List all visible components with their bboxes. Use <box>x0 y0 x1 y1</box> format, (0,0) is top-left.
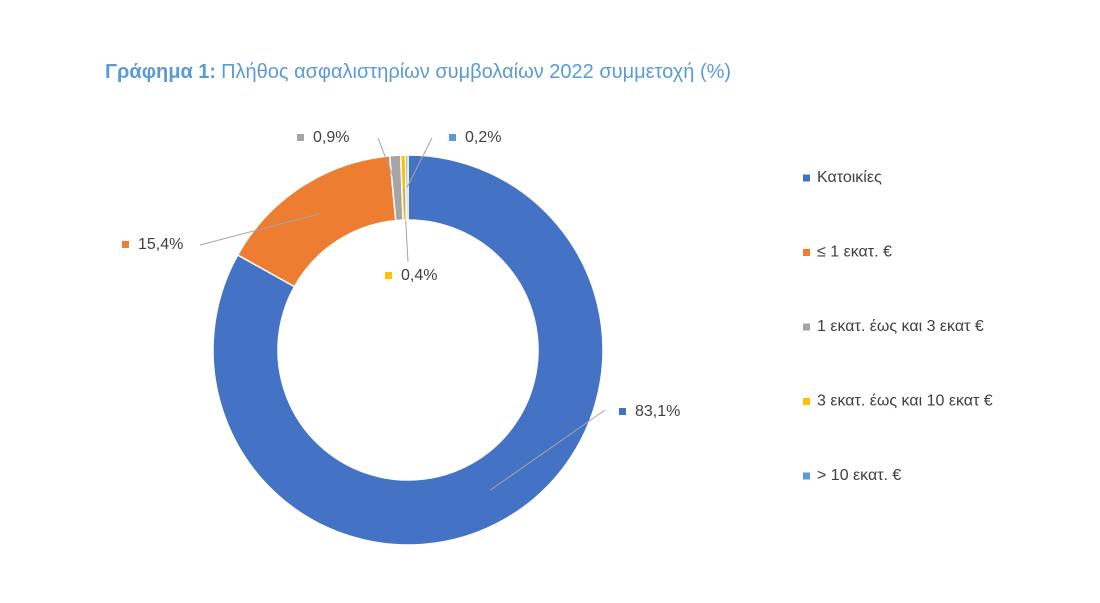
legend-marker <box>803 323 810 331</box>
chart-title: Γράφημα 1: Πλήθος ασφαλιστηρίων συμβολαίω… <box>105 61 731 83</box>
legend-label: 3 εκατ. έως και 10 εκατ € <box>817 393 993 410</box>
legend-marker <box>803 174 810 182</box>
donut-slice <box>404 154 409 221</box>
legend-label: Κατοικίες <box>817 169 882 186</box>
leader-line <box>377 137 398 189</box>
legend-marker <box>803 472 810 480</box>
data-label: 0,2% <box>465 129 501 146</box>
data-label: 0,9% <box>313 129 349 146</box>
legend-label: ≤ 1 εκατ. € <box>817 244 892 261</box>
label-marker <box>297 134 304 141</box>
label-marker <box>385 272 392 279</box>
title-text: Πλήθος ασφαλιστηρίων συμβολαίων 2022 συμ… <box>221 61 731 83</box>
leader-line <box>199 213 320 246</box>
donut-slice <box>236 155 397 288</box>
label-marker <box>122 241 129 248</box>
data-label: 0,4% <box>401 267 437 284</box>
leader-line <box>406 137 433 188</box>
leader-line <box>489 409 606 491</box>
legend-marker <box>803 398 810 405</box>
data-label: 15,4% <box>138 236 183 253</box>
legend-label: > 10 εκατ. € <box>817 467 901 484</box>
leader-line <box>403 187 409 263</box>
legend-label: 1 εκατ. έως και 3 εκατ € <box>817 318 984 335</box>
data-label: 83,1% <box>635 403 680 420</box>
donut-slice <box>212 154 604 546</box>
label-marker <box>619 408 626 415</box>
label-marker <box>449 134 456 141</box>
legend-marker <box>803 249 810 256</box>
title-label: Γράφημα 1: <box>105 61 216 83</box>
